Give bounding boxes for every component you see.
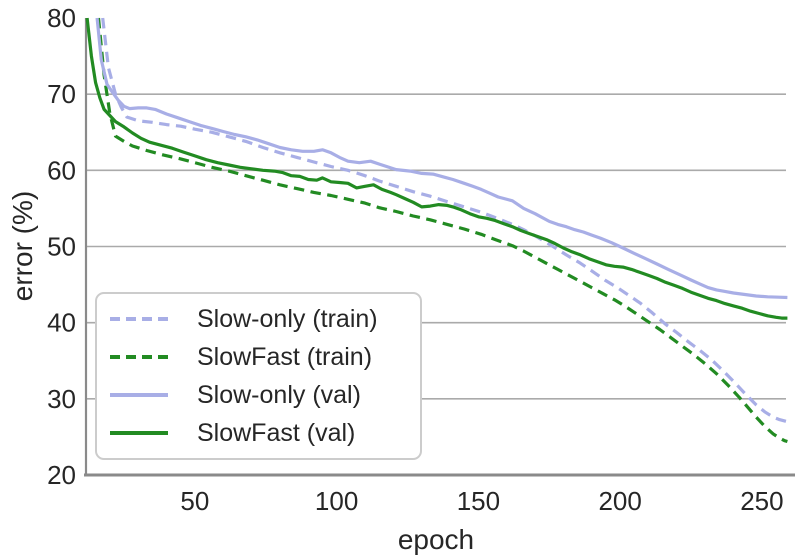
- y-tick-30: 30: [47, 384, 76, 414]
- legend-label: Slow-only (val): [197, 380, 361, 409]
- legend-swatch-dashed-line-icon: [110, 317, 168, 321]
- data-series: [85, 17, 788, 444]
- legend-item: Slow-only (train): [109, 301, 420, 337]
- y-tick-60: 60: [47, 155, 76, 185]
- y-tick-20: 20: [47, 460, 76, 490]
- legend: Slow-only (train) SlowFast (train) Slow-on…: [95, 292, 422, 460]
- x-tick-250: 250: [740, 486, 783, 516]
- x-tick-200: 200: [598, 486, 641, 516]
- y-tick-50: 50: [47, 232, 76, 262]
- x-tick-150: 150: [457, 486, 500, 516]
- x-tick-50: 50: [180, 486, 209, 516]
- x-tick-100: 100: [315, 486, 358, 516]
- legend-label: Slow-only (train): [197, 304, 378, 333]
- y-tick-40: 40: [47, 308, 76, 338]
- series-slowfast-train-: [96, 17, 788, 444]
- legend-item: SlowFast (val): [109, 415, 420, 451]
- legend-swatch-dashed-line-icon: [110, 355, 168, 359]
- legend-item: Slow-only (val): [109, 377, 420, 413]
- axis-spines: [84, 18, 795, 477]
- series-slow-only-val-: [95, 17, 788, 300]
- legend-swatch-solid-line-icon: [110, 393, 168, 397]
- legend-label: SlowFast (train): [197, 342, 373, 371]
- x-axis-label: epoch: [398, 524, 474, 555]
- series-slowfast-val-: [85, 17, 788, 320]
- series-slow-only-train-: [101, 17, 788, 424]
- tick-labels: 20 30 40 50 60 70 80 50 100 150 200 250: [47, 3, 784, 516]
- y-tick-80: 80: [47, 3, 76, 33]
- y-axis-label: error (%): [7, 191, 38, 301]
- legend-label: SlowFast (val): [197, 418, 356, 447]
- legend-item: SlowFast (train): [109, 339, 420, 375]
- y-tick-70: 70: [47, 79, 76, 109]
- legend-swatch-solid-line-icon: [110, 431, 168, 435]
